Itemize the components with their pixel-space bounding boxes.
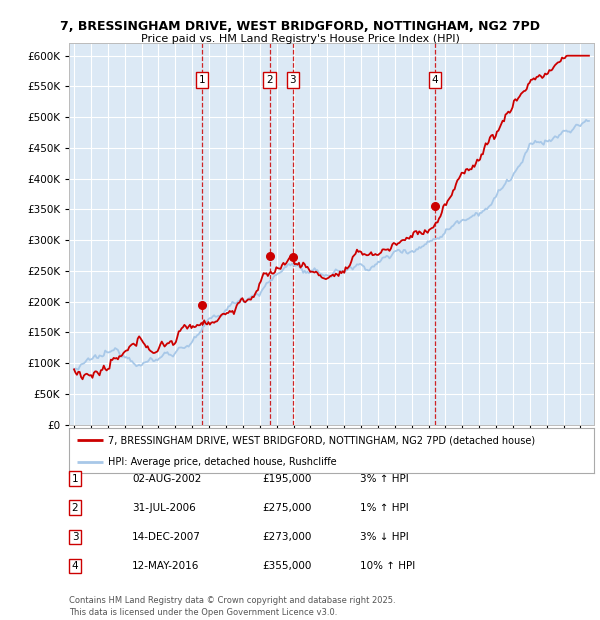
Text: 10% ↑ HPI: 10% ↑ HPI bbox=[360, 561, 415, 571]
Text: 3: 3 bbox=[71, 532, 79, 542]
Text: £195,000: £195,000 bbox=[263, 474, 312, 484]
Text: 7, BRESSINGHAM DRIVE, WEST BRIDGFORD, NOTTINGHAM, NG2 7PD: 7, BRESSINGHAM DRIVE, WEST BRIDGFORD, NO… bbox=[60, 20, 540, 33]
Text: 12-MAY-2016: 12-MAY-2016 bbox=[132, 561, 199, 571]
Text: 31-JUL-2006: 31-JUL-2006 bbox=[132, 503, 196, 513]
Text: 3: 3 bbox=[289, 74, 296, 84]
Text: 2: 2 bbox=[266, 74, 273, 84]
Text: 3% ↓ HPI: 3% ↓ HPI bbox=[360, 532, 409, 542]
Text: £355,000: £355,000 bbox=[263, 561, 312, 571]
Text: 2: 2 bbox=[71, 503, 79, 513]
Text: 4: 4 bbox=[71, 561, 79, 571]
Text: Price paid vs. HM Land Registry's House Price Index (HPI): Price paid vs. HM Land Registry's House … bbox=[140, 34, 460, 44]
Text: 14-DEC-2007: 14-DEC-2007 bbox=[132, 532, 201, 542]
Text: 02-AUG-2002: 02-AUG-2002 bbox=[132, 474, 202, 484]
Text: £273,000: £273,000 bbox=[263, 532, 312, 542]
Text: 4: 4 bbox=[431, 74, 438, 84]
Text: 1% ↑ HPI: 1% ↑ HPI bbox=[360, 503, 409, 513]
Text: 1: 1 bbox=[199, 74, 205, 84]
Text: HPI: Average price, detached house, Rushcliffe: HPI: Average price, detached house, Rush… bbox=[109, 457, 337, 467]
Text: £275,000: £275,000 bbox=[263, 503, 312, 513]
Text: Contains HM Land Registry data © Crown copyright and database right 2025.
This d: Contains HM Land Registry data © Crown c… bbox=[69, 596, 395, 617]
Text: 3% ↑ HPI: 3% ↑ HPI bbox=[360, 474, 409, 484]
Text: 7, BRESSINGHAM DRIVE, WEST BRIDGFORD, NOTTINGHAM, NG2 7PD (detached house): 7, BRESSINGHAM DRIVE, WEST BRIDGFORD, NO… bbox=[109, 435, 536, 446]
Text: 1: 1 bbox=[71, 474, 79, 484]
